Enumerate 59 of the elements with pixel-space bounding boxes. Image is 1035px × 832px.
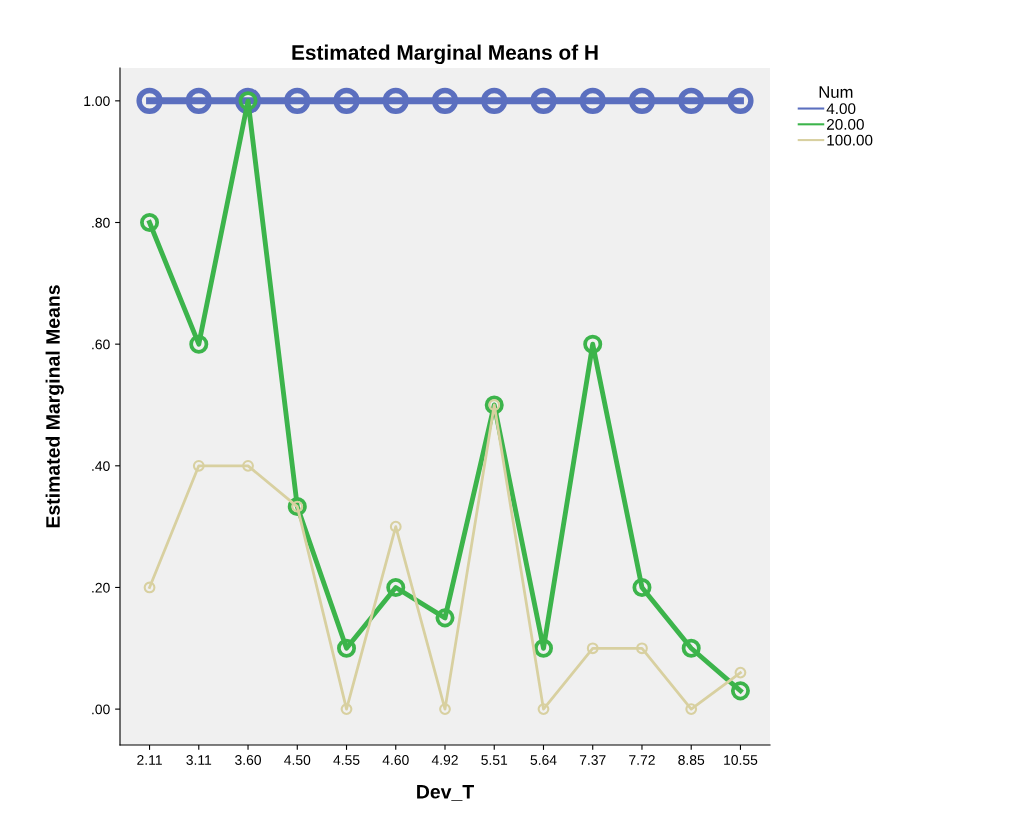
x-axis-title: Dev_T bbox=[417, 785, 474, 801]
legend-title: Num bbox=[819, 86, 853, 98]
point bbox=[636, 642, 648, 655]
point bbox=[730, 681, 750, 701]
point bbox=[586, 642, 599, 655]
point bbox=[530, 87, 557, 114]
x-tick-label: 4.55 bbox=[333, 755, 360, 765]
point bbox=[537, 703, 550, 716]
point bbox=[333, 87, 360, 114]
x-tick-label: 2.11 bbox=[137, 755, 162, 765]
point bbox=[678, 87, 705, 114]
chart-title: Estimated Marginal Means of H bbox=[292, 44, 598, 65]
point bbox=[734, 666, 747, 679]
point bbox=[185, 87, 212, 114]
point bbox=[583, 334, 603, 354]
x-tick-label: 5.64 bbox=[530, 755, 557, 765]
y-tick-label: .80 bbox=[92, 217, 110, 228]
legend-label: 4.00 bbox=[826, 103, 856, 115]
x-tick-label: 4.92 bbox=[431, 755, 458, 765]
x-tick-label: 4.50 bbox=[284, 755, 311, 765]
point bbox=[533, 638, 553, 658]
x-tick-label: 5.51 bbox=[481, 755, 508, 765]
point bbox=[389, 520, 402, 533]
y-tick-label: .00 bbox=[92, 704, 110, 715]
point bbox=[284, 87, 311, 114]
point bbox=[632, 577, 652, 597]
point bbox=[481, 87, 508, 114]
y-tick-label: .20 bbox=[92, 582, 110, 593]
x-tick-label: 7.37 bbox=[579, 755, 606, 765]
x-tick-label: 10.55 bbox=[724, 755, 758, 765]
x-tick-label: 7.72 bbox=[629, 755, 655, 765]
point bbox=[192, 459, 205, 472]
point bbox=[136, 87, 163, 114]
point bbox=[242, 459, 254, 472]
x-tick-label: 4.60 bbox=[382, 755, 409, 765]
y-tick-label: .40 bbox=[92, 461, 110, 471]
legend-label: 100.00 bbox=[827, 134, 873, 146]
point bbox=[435, 608, 455, 628]
point bbox=[681, 638, 701, 658]
x-tick-label: 8.85 bbox=[678, 755, 705, 765]
point bbox=[386, 577, 406, 597]
point bbox=[382, 87, 409, 114]
point bbox=[140, 212, 160, 233]
point bbox=[431, 87, 459, 114]
point bbox=[685, 703, 698, 716]
point bbox=[628, 87, 656, 114]
x-tick-label: 3.11 bbox=[186, 755, 212, 765]
point bbox=[727, 87, 754, 114]
y-tick-label: 1.00 bbox=[84, 96, 110, 107]
point bbox=[439, 703, 451, 716]
legend-label: 20.00 bbox=[827, 118, 864, 130]
y-tick-label: .60 bbox=[92, 339, 110, 350]
point bbox=[340, 703, 353, 716]
point bbox=[337, 638, 357, 658]
x-tick-label: 3.60 bbox=[235, 755, 261, 765]
point bbox=[579, 87, 606, 114]
point bbox=[189, 334, 209, 354]
y-axis-title: Estimated Marginal Means bbox=[45, 285, 64, 528]
point bbox=[143, 581, 156, 594]
